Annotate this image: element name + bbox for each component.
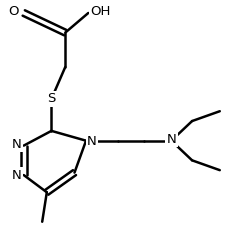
Text: OH: OH: [90, 5, 110, 18]
Text: OH: OH: [90, 5, 110, 18]
Text: S: S: [47, 92, 55, 105]
Text: N: N: [87, 135, 97, 148]
Text: N: N: [166, 133, 176, 146]
Text: N: N: [87, 135, 97, 148]
Text: N: N: [12, 169, 21, 182]
Text: N: N: [166, 133, 176, 146]
Text: O: O: [9, 5, 19, 18]
Text: N: N: [12, 169, 21, 182]
Text: N: N: [12, 138, 21, 151]
Text: N: N: [12, 138, 21, 151]
Text: O: O: [9, 5, 19, 18]
Text: S: S: [47, 92, 55, 105]
